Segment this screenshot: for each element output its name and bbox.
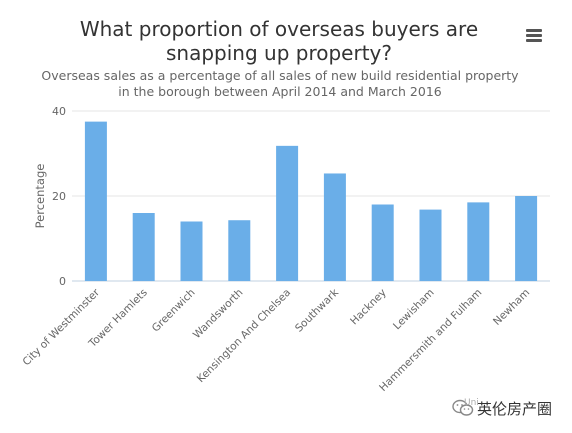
watermark-faint-text: Uni [464, 398, 479, 408]
y-axis-label: Percentage [33, 164, 47, 229]
watermark-text: 英伦房产圈 [477, 399, 553, 418]
x-tick-label: Hackney [348, 287, 389, 328]
x-tick-label: Lewisham [391, 287, 437, 333]
bar[interactable] [276, 145, 299, 281]
x-tick-label: City of Westminster [20, 286, 102, 368]
bar[interactable] [84, 121, 107, 281]
y-tick-label: 40 [52, 105, 66, 118]
x-tick-label: Southwark [293, 286, 342, 335]
chart-title: What proportion of overseas buyers are s… [79, 17, 479, 65]
x-tick-label: Greenwich [150, 287, 198, 335]
bar[interactable] [371, 204, 394, 282]
x-tick-label: Newham [491, 287, 532, 328]
bars [84, 121, 538, 282]
bar[interactable] [228, 220, 251, 281]
bar[interactable] [323, 173, 346, 281]
wechat-icon: Uni [452, 398, 479, 417]
bar[interactable] [419, 209, 442, 281]
watermark: Uni 英伦房产圈 [448, 393, 557, 423]
chart-subtitle: Overseas sales as a percentage of all sa… [41, 68, 519, 99]
bar[interactable] [132, 213, 155, 281]
y-axis-ticks: 0 20 40 [52, 105, 66, 288]
y-tick-label: 20 [52, 190, 66, 203]
bar[interactable] [180, 221, 203, 282]
bar[interactable] [467, 202, 490, 281]
x-tick-label: Kensington And Chelsea [195, 287, 293, 385]
y-tick-label: 0 [59, 275, 66, 288]
bar[interactable] [515, 196, 538, 281]
x-tick-label: Hammersmith and Fulham [377, 287, 484, 394]
hamburger-menu-icon[interactable] [521, 24, 547, 46]
